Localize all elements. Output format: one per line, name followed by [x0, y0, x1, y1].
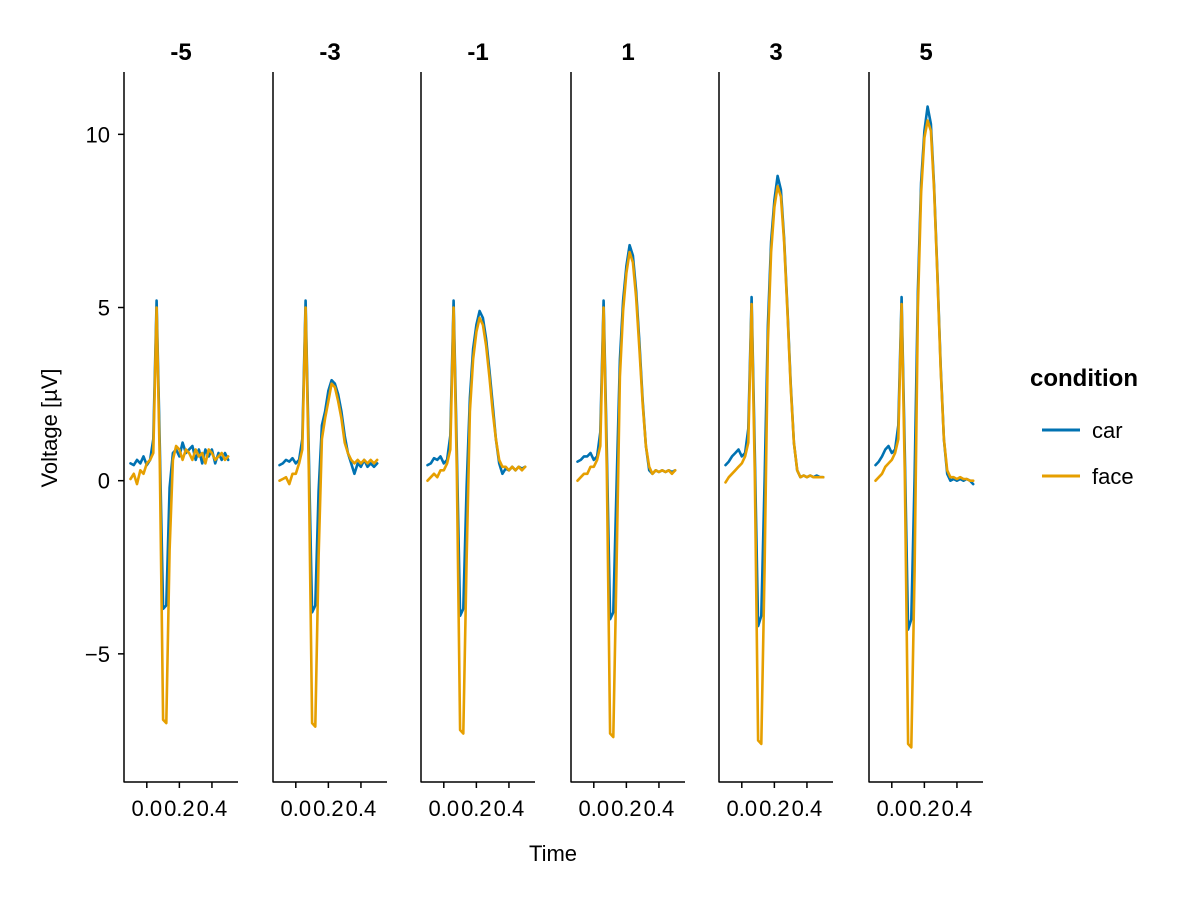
x-tick-label: 0.0 — [579, 796, 610, 821]
panel-title: 3 — [769, 39, 782, 66]
series-line-car — [426, 299, 527, 618]
x-tick-label: 0.2 — [313, 796, 344, 821]
legend-label-car: car — [1092, 418, 1123, 443]
legend-label-face: face — [1092, 464, 1134, 489]
x-tick-label: 0.4 — [346, 796, 377, 821]
x-tick-label: 0.4 — [942, 796, 973, 821]
legend: condition car face — [1030, 365, 1138, 489]
x-tick-label: 0.2 — [759, 796, 790, 821]
x-tick-label: 0.2 — [164, 796, 195, 821]
series-line-car — [576, 243, 677, 621]
panel-title: 5 — [919, 39, 932, 66]
panel-title: -5 — [170, 39, 191, 66]
panel--3: -3 0.0 0.2 0.4 — [272, 39, 387, 821]
y-tick-label: 5 — [98, 296, 110, 321]
x-tick-label: 0.4 — [792, 796, 823, 821]
series-line-car — [724, 174, 825, 628]
panel-3: 3 0.0 0.2 0.4 — [718, 39, 833, 821]
panel--1: -1 0.0 0.2 0.4 — [420, 39, 535, 821]
x-tick-label: 0.0 — [429, 796, 460, 821]
panel-5: 5 0.0 0.2 0.4 — [868, 39, 983, 821]
x-tick-label: 0.0 — [281, 796, 312, 821]
panel-title: -1 — [467, 39, 488, 66]
x-axis-title: Time — [529, 841, 577, 866]
series-line-face — [576, 250, 677, 739]
series-line-car — [278, 299, 379, 614]
x-tick-label: 0.2 — [611, 796, 642, 821]
panel-title: -3 — [319, 39, 340, 66]
y-tick-label: 10 — [86, 122, 110, 147]
panel-1: 1 0.0 0.2 0.4 — [570, 39, 685, 821]
legend-title: condition — [1030, 365, 1138, 392]
y-tick-label: 0 — [98, 469, 110, 494]
y-tick-label: −5 — [85, 642, 110, 667]
panel--5: -5 0.0 0.2 0.4 −5 0 5 10 — [85, 39, 238, 821]
x-tick-label: 0.2 — [909, 796, 940, 821]
x-tick-label: 0.0 — [877, 796, 908, 821]
panel-title: 1 — [621, 39, 634, 66]
series-line-car — [874, 105, 975, 631]
x-tick-label: 0.2 — [461, 796, 492, 821]
x-tick-label: 0.4 — [494, 796, 525, 821]
series-line-face — [874, 119, 975, 749]
x-tick-label: 0.0 — [132, 796, 163, 821]
y-axis-title: Voltage [µV] — [37, 368, 62, 487]
series-line-face — [724, 185, 825, 746]
series-line-face — [278, 306, 379, 728]
x-tick-label: 0.0 — [727, 796, 758, 821]
x-tick-label: 0.4 — [197, 796, 228, 821]
x-tick-label: 0.4 — [644, 796, 675, 821]
series-line-face — [129, 306, 230, 725]
series-line-face — [426, 306, 527, 735]
